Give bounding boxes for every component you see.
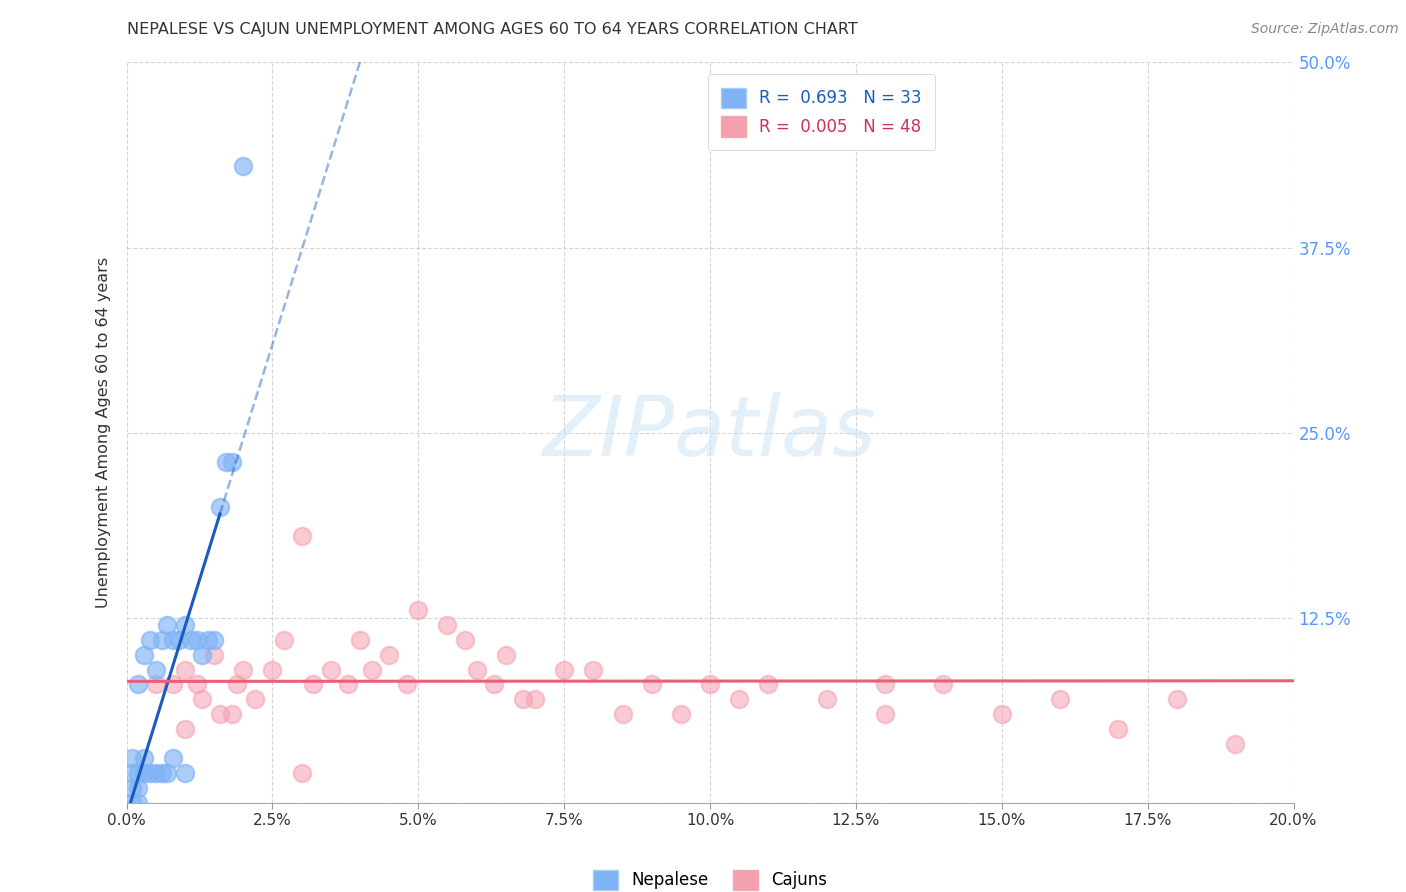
- Point: [127, 677, 149, 691]
- Point: [482, 677, 505, 691]
- Point: [221, 455, 243, 469]
- Text: NEPALESE VS CAJUN UNEMPLOYMENT AMONG AGES 60 TO 64 YEARS CORRELATION CHART: NEPALESE VS CAJUN UNEMPLOYMENT AMONG AGE…: [127, 22, 858, 37]
- Point: [174, 618, 197, 632]
- Point: [202, 648, 225, 662]
- Point: [150, 766, 173, 780]
- Point: [150, 632, 173, 647]
- Point: [337, 677, 360, 691]
- Text: Source: ZipAtlas.com: Source: ZipAtlas.com: [1251, 22, 1399, 37]
- Point: [145, 663, 167, 677]
- Text: ZIPatlas: ZIPatlas: [543, 392, 877, 473]
- Point: [186, 632, 208, 647]
- Point: [208, 706, 231, 721]
- Point: [612, 706, 634, 721]
- Point: [669, 706, 692, 721]
- Point: [156, 618, 179, 632]
- Point: [186, 677, 208, 691]
- Point: [162, 677, 184, 691]
- Point: [319, 663, 342, 677]
- Point: [174, 663, 197, 677]
- Point: [1108, 722, 1130, 736]
- Point: [121, 766, 143, 780]
- Point: [139, 632, 162, 647]
- Point: [197, 632, 219, 647]
- Point: [1223, 737, 1246, 751]
- Point: [145, 677, 167, 691]
- Point: [495, 648, 517, 662]
- Point: [174, 766, 197, 780]
- Point: [465, 663, 488, 677]
- Point: [121, 780, 143, 795]
- Point: [162, 632, 184, 647]
- Point: [408, 603, 430, 617]
- Point: [1049, 692, 1071, 706]
- Point: [232, 159, 254, 173]
- Point: [273, 632, 295, 647]
- Point: [360, 663, 382, 677]
- Point: [512, 692, 534, 706]
- Point: [1166, 692, 1188, 706]
- Y-axis label: Unemployment Among Ages 60 to 64 years: Unemployment Among Ages 60 to 64 years: [96, 257, 111, 608]
- Legend: Nepalese, Cajuns: Nepalese, Cajuns: [586, 863, 834, 892]
- Point: [127, 796, 149, 810]
- Point: [640, 677, 664, 691]
- Point: [524, 692, 547, 706]
- Point: [191, 648, 214, 662]
- Point: [699, 677, 721, 691]
- Point: [156, 766, 179, 780]
- Point: [932, 677, 955, 691]
- Point: [756, 677, 779, 691]
- Point: [132, 751, 155, 765]
- Point: [180, 632, 202, 647]
- Point: [215, 455, 238, 469]
- Point: [875, 706, 897, 721]
- Point: [127, 780, 149, 795]
- Point: [290, 766, 312, 780]
- Point: [349, 632, 371, 647]
- Point: [202, 632, 225, 647]
- Point: [302, 677, 325, 691]
- Point: [582, 663, 605, 677]
- Point: [454, 632, 477, 647]
- Point: [167, 632, 190, 647]
- Point: [132, 648, 155, 662]
- Point: [243, 692, 266, 706]
- Point: [174, 722, 197, 736]
- Point: [145, 766, 167, 780]
- Point: [221, 706, 243, 721]
- Point: [132, 766, 155, 780]
- Point: [875, 677, 897, 691]
- Point: [990, 706, 1012, 721]
- Point: [553, 663, 575, 677]
- Point: [262, 663, 284, 677]
- Point: [290, 529, 312, 543]
- Point: [436, 618, 458, 632]
- Point: [232, 663, 254, 677]
- Point: [139, 766, 162, 780]
- Point: [121, 751, 143, 765]
- Point: [121, 796, 143, 810]
- Point: [191, 692, 214, 706]
- Point: [395, 677, 418, 691]
- Point: [208, 500, 231, 514]
- Point: [378, 648, 401, 662]
- Point: [728, 692, 751, 706]
- Point: [127, 766, 149, 780]
- Point: [162, 751, 184, 765]
- Point: [815, 692, 838, 706]
- Point: [226, 677, 249, 691]
